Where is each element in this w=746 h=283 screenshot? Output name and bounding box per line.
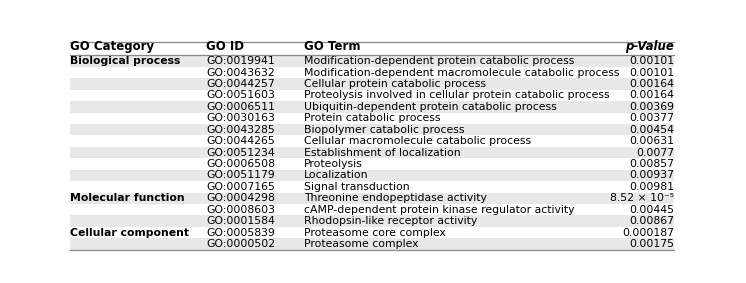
Text: Proteolysis: Proteolysis [304, 159, 363, 169]
Text: Modification-dependent protein catabolic process: Modification-dependent protein catabolic… [304, 56, 574, 66]
Text: Cellular component: Cellular component [70, 228, 189, 237]
Text: 0.00164: 0.00164 [630, 79, 674, 89]
Bar [70, 55, 674, 67]
Bar [70, 147, 674, 158]
Bar [70, 238, 674, 250]
Text: Modification-dependent macromolecule catabolic process: Modification-dependent macromolecule cat… [304, 68, 620, 78]
Text: 0.00867: 0.00867 [630, 216, 674, 226]
Text: Signal transduction: Signal transduction [304, 182, 410, 192]
Text: Cellular macromolecule catabolic process: Cellular macromolecule catabolic process [304, 136, 531, 146]
Text: GO:0044257: GO:0044257 [206, 79, 275, 89]
Text: GO:0043285: GO:0043285 [206, 125, 275, 135]
Bar [70, 101, 674, 113]
Text: cAMP-dependent protein kinase regulator activity: cAMP-dependent protein kinase regulator … [304, 205, 574, 215]
Text: 0.00369: 0.00369 [630, 102, 674, 112]
Text: 0.00175: 0.00175 [630, 239, 674, 249]
Text: 0.00631: 0.00631 [630, 136, 674, 146]
Text: 0.00164: 0.00164 [630, 90, 674, 100]
Text: GO:0007165: GO:0007165 [206, 182, 275, 192]
Text: Rhodopsin-like receptor activity: Rhodopsin-like receptor activity [304, 216, 477, 226]
Text: GO:0051603: GO:0051603 [206, 90, 275, 100]
Text: 0.0077: 0.0077 [636, 147, 674, 158]
Text: GO:0005839: GO:0005839 [206, 228, 275, 237]
Text: GO:0008603: GO:0008603 [206, 205, 275, 215]
Text: Protein catabolic process: Protein catabolic process [304, 113, 441, 123]
Text: 0.00377: 0.00377 [630, 113, 674, 123]
Text: Biological process: Biological process [70, 56, 181, 66]
Text: 0.00454: 0.00454 [630, 125, 674, 135]
Text: 8.52 × 10⁻⁵: 8.52 × 10⁻⁵ [610, 193, 674, 203]
Text: Localization: Localization [304, 170, 369, 180]
Text: 0.00981: 0.00981 [630, 182, 674, 192]
Text: Biopolymer catabolic process: Biopolymer catabolic process [304, 125, 465, 135]
Text: 0.00937: 0.00937 [630, 170, 674, 180]
Text: GO Term: GO Term [304, 40, 361, 53]
Text: GO:0000502: GO:0000502 [206, 239, 275, 249]
Bar [70, 215, 674, 227]
Text: 0.00101: 0.00101 [629, 68, 674, 78]
Text: 0.00857: 0.00857 [630, 159, 674, 169]
Text: 0.000187: 0.000187 [622, 228, 674, 237]
Bar [70, 170, 674, 181]
Text: GO:0019941: GO:0019941 [206, 56, 275, 66]
Text: Proteolysis involved in cellular protein catabolic process: Proteolysis involved in cellular protein… [304, 90, 610, 100]
Text: Proteasome core complex: Proteasome core complex [304, 228, 446, 237]
Text: Establishment of localization: Establishment of localization [304, 147, 461, 158]
Text: GO Category: GO Category [70, 40, 154, 53]
Text: Threonine endopeptidase activity: Threonine endopeptidase activity [304, 193, 487, 203]
Text: GO:0044265: GO:0044265 [206, 136, 275, 146]
Bar [70, 192, 674, 204]
Text: GO:0004298: GO:0004298 [206, 193, 275, 203]
Text: GO:0006508: GO:0006508 [206, 159, 275, 169]
Text: Molecular function: Molecular function [70, 193, 185, 203]
Text: GO:0051179: GO:0051179 [206, 170, 275, 180]
Text: GO ID: GO ID [206, 40, 244, 53]
Bar [70, 124, 674, 135]
Text: GO:0051234: GO:0051234 [206, 147, 275, 158]
Text: GO:0043632: GO:0043632 [206, 68, 275, 78]
Text: GO:0006511: GO:0006511 [206, 102, 275, 112]
Bar [70, 78, 674, 90]
Text: GO:0001584: GO:0001584 [206, 216, 275, 226]
Text: Ubiquitin-dependent protein catabolic process: Ubiquitin-dependent protein catabolic pr… [304, 102, 557, 112]
Text: p-Value: p-Value [625, 40, 674, 53]
Text: GO:0030163: GO:0030163 [206, 113, 275, 123]
Text: 0.00101: 0.00101 [629, 56, 674, 66]
Text: Proteasome complex: Proteasome complex [304, 239, 419, 249]
Text: 0.00445: 0.00445 [630, 205, 674, 215]
Text: Cellular protein catabolic process: Cellular protein catabolic process [304, 79, 486, 89]
